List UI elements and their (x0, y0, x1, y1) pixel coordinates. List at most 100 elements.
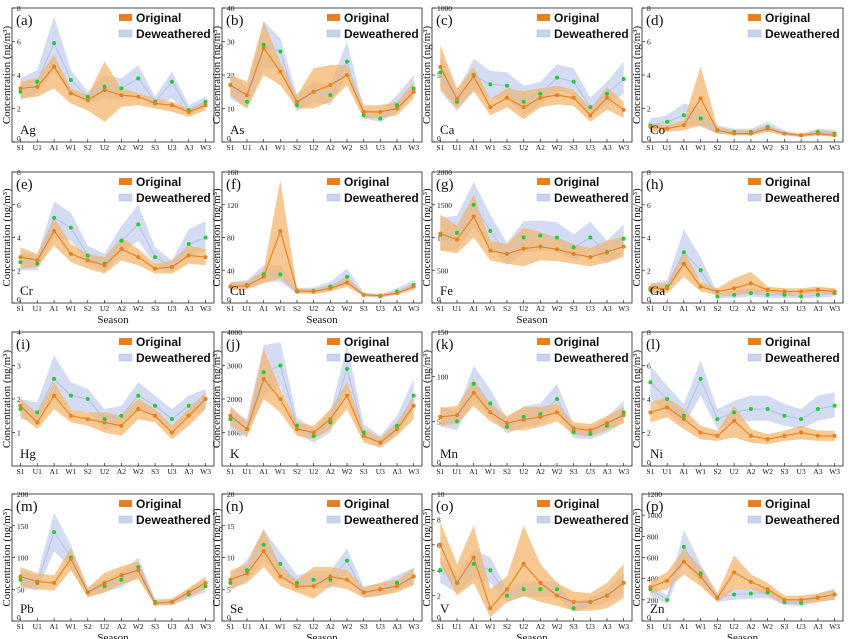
x-tick-label: S2 (84, 143, 92, 152)
y-tick-label: 4 (647, 234, 651, 243)
original-point (245, 283, 249, 288)
x-tick-label: U3 (797, 467, 806, 476)
original-point (665, 126, 670, 131)
y-tick-label: 2 (17, 105, 21, 114)
original-point (119, 573, 124, 578)
deweathered-uncertainty-band (650, 360, 835, 430)
original-point (186, 413, 191, 418)
deweathered-point (228, 417, 233, 422)
original-point (411, 284, 416, 289)
original-point (571, 426, 576, 431)
deweathered-point (521, 99, 526, 104)
y-tick-label: 2 (647, 429, 651, 438)
legend-swatch-original (537, 500, 550, 507)
deweathered-point (278, 272, 283, 277)
y-tick-label: 150 (437, 328, 449, 337)
legend-label-deweathered: Deweathered (344, 513, 419, 527)
x-tick-label: A1 (49, 304, 58, 313)
x-tick-label: W2 (762, 622, 773, 631)
x-tick-label: W1 (485, 622, 496, 631)
original-point (311, 430, 316, 435)
panel-label: (h) (646, 177, 664, 193)
original-uncertainty-band (230, 21, 414, 119)
deweathered-point (555, 235, 559, 240)
deweathered-point (186, 403, 191, 408)
original-series-line (650, 262, 835, 293)
original-point (799, 430, 804, 435)
y-tick-label: 120 (227, 201, 239, 210)
x-tick-label: S1 (16, 622, 24, 631)
x-axis-label: Season (516, 314, 548, 326)
x-tick-label: W2 (552, 143, 563, 152)
deweathered-point (328, 93, 333, 98)
x-tick-label: A2 (117, 143, 126, 152)
panel-label: (o) (436, 499, 454, 515)
legend-label-original: Original (765, 175, 810, 189)
y-tick-label: 1 (17, 429, 21, 438)
deweathered-point (621, 77, 626, 82)
original-point (438, 64, 443, 69)
y-tick-label: 600 (647, 554, 659, 563)
y-tick-label: 6 (647, 38, 651, 47)
y-tick-label: 200 (17, 490, 29, 499)
deweathered-point (665, 119, 670, 124)
y-axis-label: Concentration (ng/m³) (631, 26, 643, 125)
deweathered-uncertainty-band (230, 21, 414, 122)
original-point (555, 410, 559, 415)
x-tick-label: S3 (360, 622, 368, 631)
deweathered-point (328, 577, 333, 582)
deweathered-point (68, 78, 73, 83)
x-tick-label: A3 (813, 304, 822, 313)
original-point (203, 397, 208, 401)
deweathered-point (681, 250, 686, 255)
original-point (588, 113, 593, 118)
x-tick-label: A3 (392, 622, 401, 631)
original-point (505, 587, 509, 592)
deweathered-point (538, 233, 543, 238)
panel-as: 010203040S1U1A1W1S2U2A2W2S3U3A3W3(b)AsOr… (211, 4, 423, 152)
deweathered-point (119, 238, 124, 243)
deweathered-point (588, 431, 593, 436)
x-tick-label: S3 (570, 467, 578, 476)
original-point (395, 106, 399, 111)
element-label: Cu (230, 283, 246, 298)
original-series-line (20, 229, 206, 270)
x-tick-label: U2 (100, 304, 109, 313)
y-tick-label: 3000 (227, 362, 242, 371)
y-tick-label: 10 (227, 554, 235, 563)
legend-swatch-deweathered (326, 29, 341, 38)
original-point (715, 433, 720, 438)
deweathered-point (698, 268, 703, 273)
x-tick-label: S1 (226, 622, 234, 631)
x-tick-label: U1 (33, 143, 42, 152)
y-tick-label: 0 (227, 613, 231, 622)
x-tick-label: U3 (797, 622, 806, 631)
x-tick-label: W1 (275, 304, 286, 313)
deweathered-point (588, 235, 593, 240)
x-tick-label: S3 (360, 143, 368, 152)
original-uncertainty-band (20, 548, 206, 606)
x-tick-label: A1 (49, 143, 58, 152)
deweathered-point (438, 70, 443, 75)
original-point (605, 95, 609, 100)
x-tick-label: U3 (797, 304, 806, 313)
original-point (228, 413, 233, 418)
deweathered-point (411, 86, 416, 91)
original-point (455, 97, 459, 102)
original-point (555, 93, 559, 98)
legend-label-deweathered: Deweathered (136, 27, 211, 41)
original-uncertainty-band (20, 382, 206, 440)
y-tick-label: 1000 (437, 4, 452, 13)
x-tick-label: U3 (376, 304, 385, 313)
deweathered-point (748, 407, 753, 412)
element-label: Ag (20, 122, 36, 137)
original-point (681, 261, 686, 266)
original-point (52, 64, 57, 69)
x-tick-label: W3 (408, 304, 419, 313)
x-tick-label: S3 (780, 304, 788, 313)
deweathered-point (102, 584, 107, 589)
original-series-line (229, 377, 415, 444)
original-uncertainty-band (440, 521, 624, 618)
x-tick-label: S1 (436, 467, 444, 476)
